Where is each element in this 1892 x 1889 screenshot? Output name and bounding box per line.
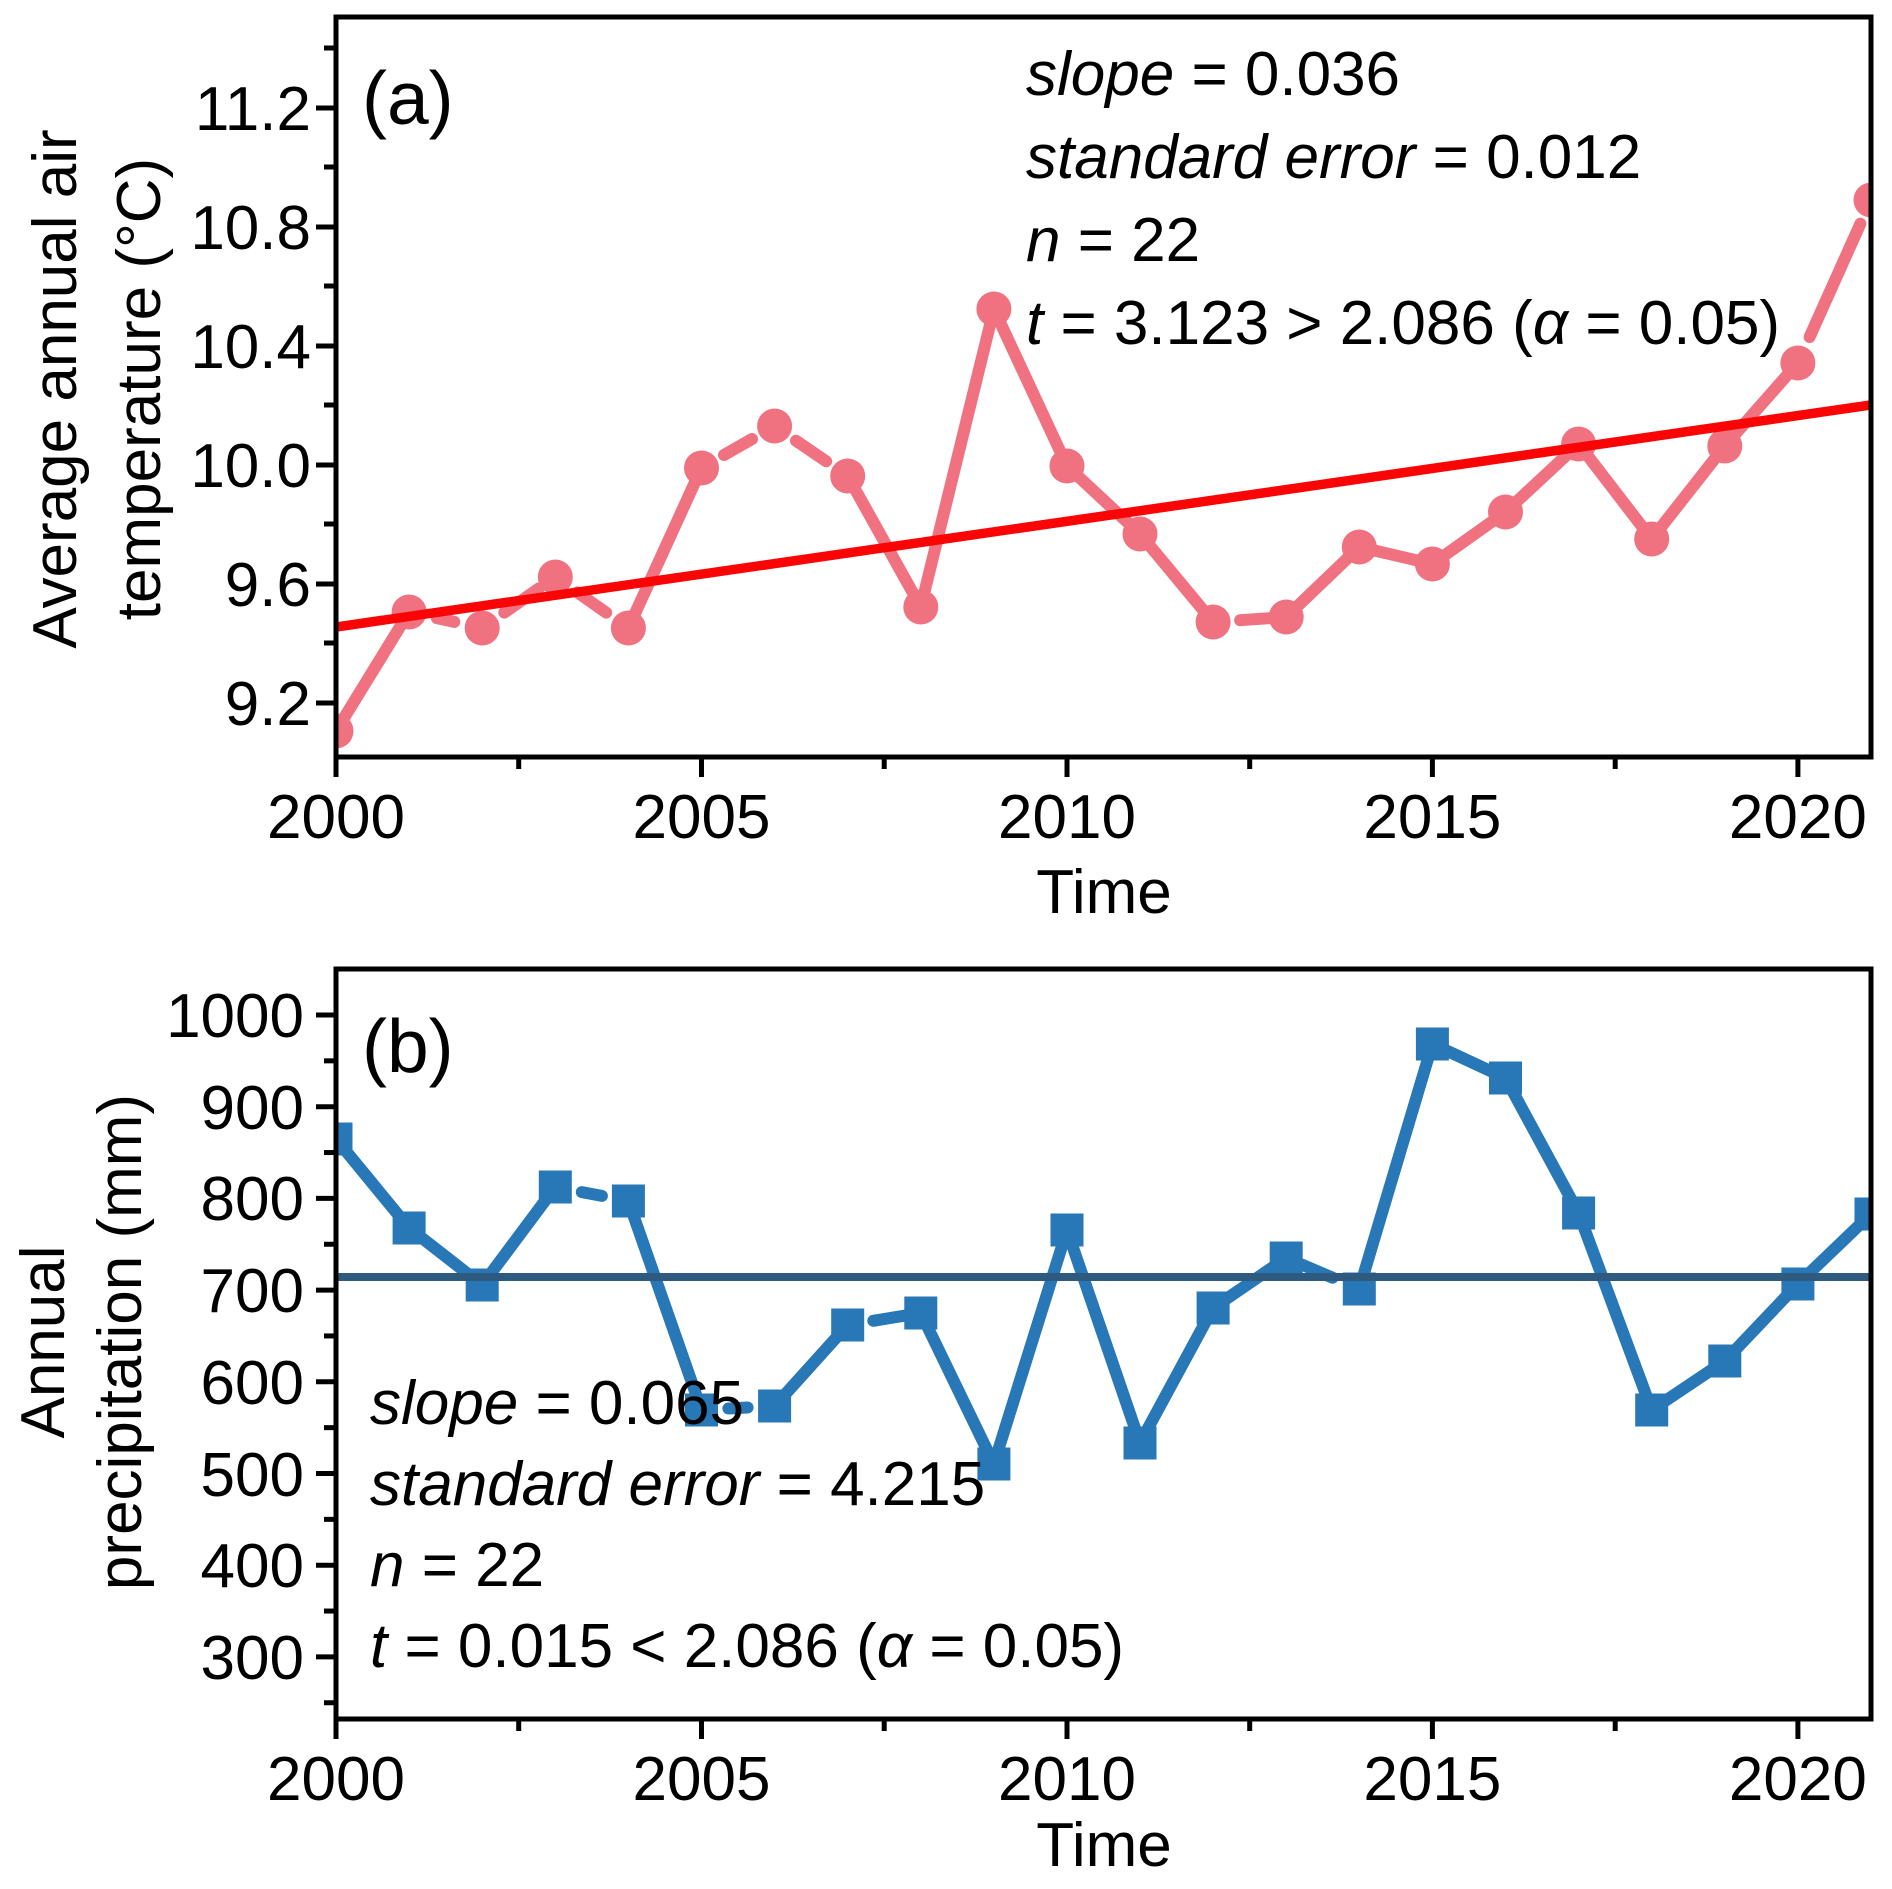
svg-text:slope = 0.065: slope = 0.065 bbox=[370, 1369, 744, 1438]
svg-text:2000: 2000 bbox=[267, 1745, 405, 1814]
svg-text:2015: 2015 bbox=[1363, 783, 1501, 852]
svg-text:Time: Time bbox=[1036, 858, 1171, 927]
svg-text:600: 600 bbox=[201, 1349, 304, 1418]
svg-text:500: 500 bbox=[201, 1441, 304, 1510]
svg-text:900: 900 bbox=[201, 1074, 304, 1143]
svg-text:precipitation (mm): precipitation (mm) bbox=[86, 1094, 155, 1590]
svg-text:n = 22: n = 22 bbox=[370, 1531, 544, 1600]
svg-text:300: 300 bbox=[201, 1624, 304, 1693]
svg-text:2020: 2020 bbox=[1729, 783, 1867, 852]
svg-text:t = 3.123 > 2.086 (α = 0.05): t = 3.123 > 2.086 (α = 0.05) bbox=[1026, 289, 1780, 358]
svg-text:10.4: 10.4 bbox=[190, 313, 311, 382]
svg-text:400: 400 bbox=[201, 1532, 304, 1601]
svg-text:2015: 2015 bbox=[1363, 1745, 1501, 1814]
svg-text:2020: 2020 bbox=[1729, 1745, 1867, 1814]
svg-text:9.2: 9.2 bbox=[225, 670, 311, 739]
svg-text:9.6: 9.6 bbox=[225, 551, 311, 620]
svg-text:10.0: 10.0 bbox=[190, 432, 311, 501]
svg-text:temperature (°C): temperature (°C) bbox=[105, 158, 174, 620]
svg-text:standard error = 4.215: standard error = 4.215 bbox=[370, 1450, 985, 1519]
svg-text:(a): (a) bbox=[362, 56, 454, 140]
svg-text:Annual: Annual bbox=[9, 1245, 78, 1438]
svg-text:800: 800 bbox=[201, 1165, 304, 1234]
svg-text:10.8: 10.8 bbox=[190, 194, 311, 263]
svg-text:2010: 2010 bbox=[998, 783, 1136, 852]
svg-text:11.2: 11.2 bbox=[195, 75, 311, 144]
svg-text:Average annual air: Average annual air bbox=[21, 129, 90, 648]
svg-text:2005: 2005 bbox=[633, 783, 771, 852]
svg-text:2010: 2010 bbox=[998, 1745, 1136, 1814]
svg-text:t = 0.015 < 2.086 (α = 0.05): t = 0.015 < 2.086 (α = 0.05) bbox=[370, 1612, 1124, 1681]
svg-text:n = 22: n = 22 bbox=[1026, 206, 1200, 275]
svg-text:slope = 0.036: slope = 0.036 bbox=[1026, 40, 1400, 109]
svg-text:2005: 2005 bbox=[633, 1745, 771, 1814]
svg-text:700: 700 bbox=[201, 1257, 304, 1326]
svg-text:standard error = 0.012: standard error = 0.012 bbox=[1026, 123, 1641, 192]
svg-text:(b): (b) bbox=[362, 1004, 454, 1088]
svg-text:2000: 2000 bbox=[267, 783, 405, 852]
svg-text:Time: Time bbox=[1036, 1811, 1171, 1880]
svg-text:1000: 1000 bbox=[166, 982, 304, 1051]
